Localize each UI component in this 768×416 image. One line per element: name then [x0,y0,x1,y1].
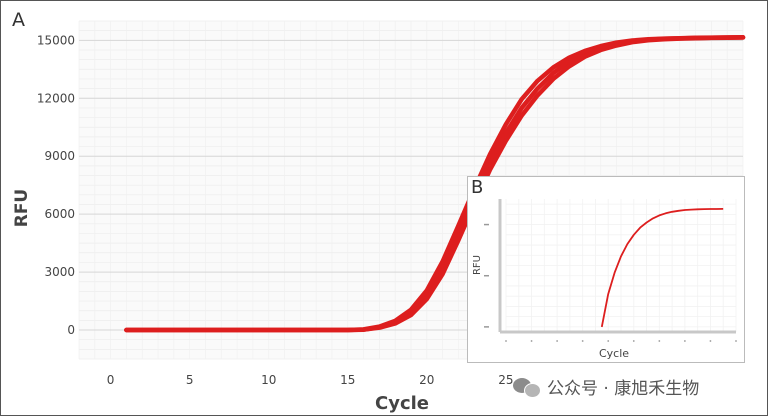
chart-b-inset: B Cycle RFU [467,176,745,363]
chart-b-series-line [600,208,724,328]
watermark: 公众号 · 康旭禾生物 [513,374,699,399]
chart-b-x-tick [607,340,610,342]
chart-a-y-tick-label: 15000 [37,33,75,47]
chart-a-y-tick-label: 12000 [37,91,75,105]
chart-b-x-tick [683,340,686,342]
chart-a-series-line [124,35,746,333]
chart-a-x-tick-label: 20 [419,373,434,387]
chart-b-x-axis-label: Cycle [599,347,629,360]
chart-b-x-tick [505,340,507,342]
chart-a-tick-labels: 0 3000 6000 9000 12000 15000 0 5 10 15 20 25 [37,33,514,387]
chart-a-x-tick-label: 5 [186,373,194,387]
chart-a-x-tick-label: 0 [107,373,115,387]
chart-a-x-tick-label: 15 [340,373,355,387]
chart-b-x-tick [632,340,635,342]
chart-a-y-axis-label: RFU [12,189,32,228]
chart-a-y-tick-label: 3000 [44,265,75,279]
panel-b-label: B [471,177,484,198]
chart-b-x-tick [735,340,737,342]
watermark-text: 公众号 · 康旭禾生物 [547,379,700,399]
chart-b-x-tick [709,340,712,342]
chart-a-y-tick-label: 0 [67,323,75,337]
chart-b-grid [484,199,737,342]
chart-a-x-tick-label: 25 [498,373,513,387]
chart-b-x-tick [581,340,584,342]
chart-a-series [124,34,746,333]
chart-b-x-tick [530,340,533,342]
chart-b-series [600,208,724,328]
chart-b: Cycle RFU [472,199,737,360]
chart-a-y-tick-label: 9000 [44,149,75,163]
wechat-icon [513,376,541,398]
chart-b-y-axis-label: RFU [472,255,483,275]
chart-b-x-tick [556,340,559,342]
chart-a-x-axis-label: Cycle [375,393,429,414]
panel-a-label: A [12,9,25,31]
chart-a-y-tick-label: 6000 [44,207,75,221]
chart-b-x-tick [658,340,661,342]
chart-a-x-tick-label: 10 [261,373,276,387]
